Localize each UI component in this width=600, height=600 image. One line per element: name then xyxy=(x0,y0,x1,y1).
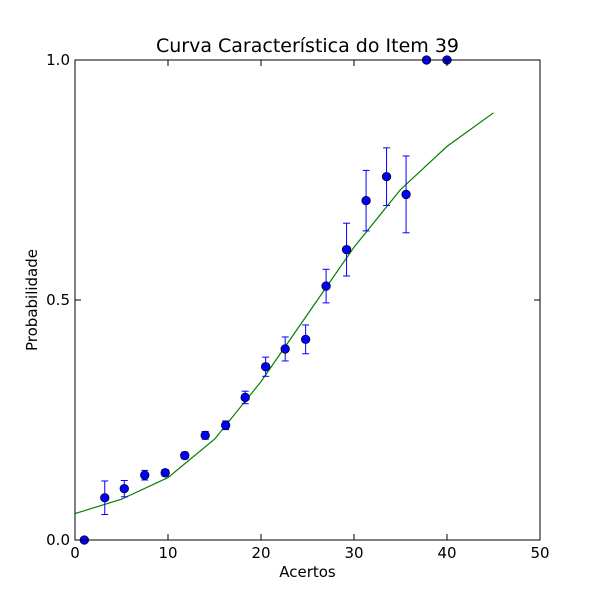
chart-title: Curva Característica do Item 39 xyxy=(156,35,459,57)
data-point-group xyxy=(401,155,411,234)
data-point-group xyxy=(300,324,311,355)
x-tick-label: 20 xyxy=(251,544,270,562)
data-point xyxy=(341,244,352,255)
y-axis-label: Probabilidade xyxy=(23,249,41,351)
data-point xyxy=(240,392,250,403)
data-point-group xyxy=(160,468,170,478)
data-point-group xyxy=(100,480,110,516)
data-point xyxy=(381,171,392,182)
data-point-group xyxy=(119,479,129,498)
data-point-group xyxy=(321,268,331,304)
plot-area xyxy=(75,60,540,540)
data-point-group xyxy=(180,450,190,461)
data-point xyxy=(100,493,110,503)
data-point-group xyxy=(140,469,150,481)
data-point-group xyxy=(261,356,271,377)
data-point-group xyxy=(200,430,210,441)
data-point xyxy=(140,470,150,480)
data-point-group xyxy=(221,420,231,431)
y-tick-label: 1.0 xyxy=(46,51,70,69)
data-point xyxy=(261,362,271,372)
data-point xyxy=(321,281,331,291)
ticks-layer: 0 10 20 30 40 50 0.0 0.5 1.0 xyxy=(46,51,549,562)
x-tick-label: 50 xyxy=(530,544,549,562)
x-tick-label: 10 xyxy=(158,544,177,562)
x-tick-label: 40 xyxy=(437,544,456,562)
data-point xyxy=(280,344,290,354)
data-point xyxy=(221,420,231,430)
y-tick-label: 0.5 xyxy=(46,291,70,309)
data-point xyxy=(200,430,210,441)
x-tick-label: 30 xyxy=(344,544,363,562)
data-point xyxy=(401,189,411,200)
data-point-group xyxy=(361,169,371,232)
data-point xyxy=(180,450,190,461)
data-point xyxy=(361,195,371,206)
x-axis-label: Acertos xyxy=(279,563,336,581)
data-point xyxy=(119,483,129,494)
data-point-group xyxy=(240,390,250,405)
data-point xyxy=(160,468,170,478)
data-point-group xyxy=(341,222,352,277)
data-point xyxy=(300,334,311,345)
data-point-group xyxy=(381,147,392,206)
x-tick-label: 0 xyxy=(70,544,80,562)
data-point-group xyxy=(280,336,290,362)
y-tick-label: 0.0 xyxy=(46,531,70,549)
